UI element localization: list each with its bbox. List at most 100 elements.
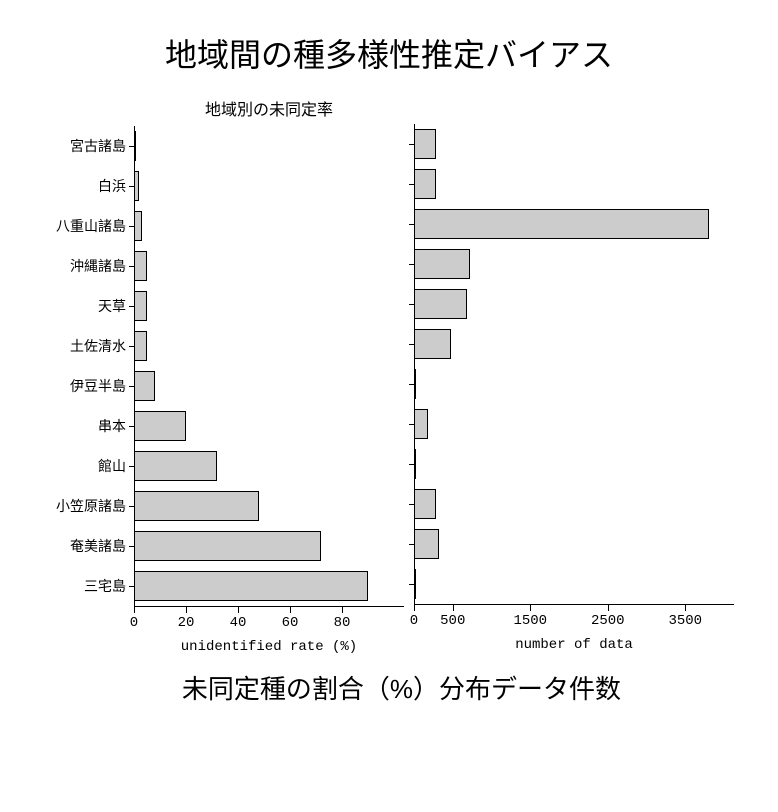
y-label: 小笠原諸島 (44, 496, 134, 516)
y-tick (409, 264, 414, 265)
bar (414, 569, 416, 599)
bar (414, 529, 439, 559)
bar-row: 白浜 (44, 166, 404, 206)
right-x-title: number of data (414, 637, 734, 653)
bar-track (414, 324, 724, 364)
left-x-title: unidentified rate (%) (134, 639, 404, 655)
bar-track (134, 246, 394, 286)
bar (134, 531, 321, 561)
bar (414, 489, 436, 519)
x-tick-label: 1500 (513, 613, 547, 629)
bar-track (414, 164, 724, 204)
bar-track (414, 204, 724, 244)
right-plot-area (414, 124, 734, 604)
bar-track (414, 484, 724, 524)
left-x-labels: 020406080 (134, 613, 394, 633)
bar-track (134, 126, 394, 166)
caption-right: 分布データ件数 (439, 669, 739, 706)
y-label: 土佐清水 (44, 336, 134, 356)
y-tick (409, 584, 414, 585)
bar-row: 宮古諸島 (44, 126, 404, 166)
bar-track (134, 526, 394, 566)
charts-row: 地域別の未同定率 宮古諸島白浜八重山諸島沖縄諸島天草土佐清水伊豆半島串本館山小笠… (20, 96, 758, 655)
bar-row: 奄美諸島 (44, 526, 404, 566)
bar (134, 171, 139, 201)
x-tick-label: 3500 (668, 613, 702, 629)
x-tick-label: 0 (130, 615, 138, 631)
y-tick (129, 306, 134, 307)
x-tick-label: 80 (334, 615, 351, 631)
bar (414, 449, 416, 479)
x-tick-label: 0 (410, 613, 418, 629)
bar (414, 409, 428, 439)
y-tick (409, 464, 414, 465)
bar-row (414, 364, 734, 404)
bar (134, 251, 147, 281)
bar-track (414, 404, 724, 444)
bar-row (414, 404, 734, 444)
left-chart: 地域別の未同定率 宮古諸島白浜八重山諸島沖縄諸島天草土佐清水伊豆半島串本館山小笠… (44, 96, 404, 655)
bar-track (414, 524, 724, 564)
y-label: 館山 (44, 456, 134, 476)
bar-track (134, 206, 394, 246)
y-tick (409, 544, 414, 545)
bar-row: 館山 (44, 446, 404, 486)
y-tick (129, 226, 134, 227)
bar-track (414, 444, 724, 484)
bar-track (414, 124, 724, 164)
y-tick (409, 384, 414, 385)
bar (414, 329, 451, 359)
y-label: 串本 (44, 416, 134, 436)
bar-row (414, 324, 734, 364)
x-tick-label: 60 (282, 615, 299, 631)
y-tick (409, 304, 414, 305)
y-tick (129, 266, 134, 267)
bar (414, 249, 470, 279)
y-tick (409, 224, 414, 225)
bar-track (134, 326, 394, 366)
y-label: 沖縄諸島 (44, 256, 134, 276)
bar-track (414, 364, 724, 404)
bar-row: 串本 (44, 406, 404, 446)
left-chart-subtitle: 地域別の未同定率 (134, 96, 404, 120)
bar (134, 291, 147, 321)
bar-track (134, 406, 394, 446)
bar-row: 天草 (44, 286, 404, 326)
page-title: 地域間の種多様性推定バイアス (20, 30, 758, 76)
bar-row: 八重山諸島 (44, 206, 404, 246)
y-tick (129, 586, 134, 587)
bar (134, 331, 147, 361)
x-tick-label: 500 (440, 613, 465, 629)
bar (134, 571, 368, 601)
bar-track (414, 284, 724, 324)
bar-track (414, 244, 724, 284)
y-tick (129, 426, 134, 427)
y-label: 八重山諸島 (44, 216, 134, 236)
y-tick (409, 504, 414, 505)
bar (134, 411, 186, 441)
bar (414, 129, 436, 159)
bar-track (134, 566, 394, 606)
y-tick (409, 424, 414, 425)
y-label: 奄美諸島 (44, 536, 134, 556)
bar (414, 209, 709, 239)
x-tick-label: 20 (178, 615, 195, 631)
y-tick (129, 186, 134, 187)
right-chart-subtitle (414, 96, 734, 118)
x-tick-label: 40 (230, 615, 247, 631)
bar-track (414, 564, 724, 604)
y-tick (129, 146, 134, 147)
right-x-labels: 0500150025003500 (414, 611, 724, 631)
x-tick-label: 2500 (591, 613, 625, 629)
bar (134, 491, 259, 521)
y-label: 白浜 (44, 176, 134, 196)
bar (414, 289, 467, 319)
bar-row (414, 244, 734, 284)
bar-row (414, 444, 734, 484)
y-tick (129, 546, 134, 547)
caption-left: 未同定種の割合（%） (39, 669, 439, 706)
y-tick (129, 346, 134, 347)
bar-row: 小笠原諸島 (44, 486, 404, 526)
bar-track (134, 366, 394, 406)
y-label: 宮古諸島 (44, 136, 134, 156)
